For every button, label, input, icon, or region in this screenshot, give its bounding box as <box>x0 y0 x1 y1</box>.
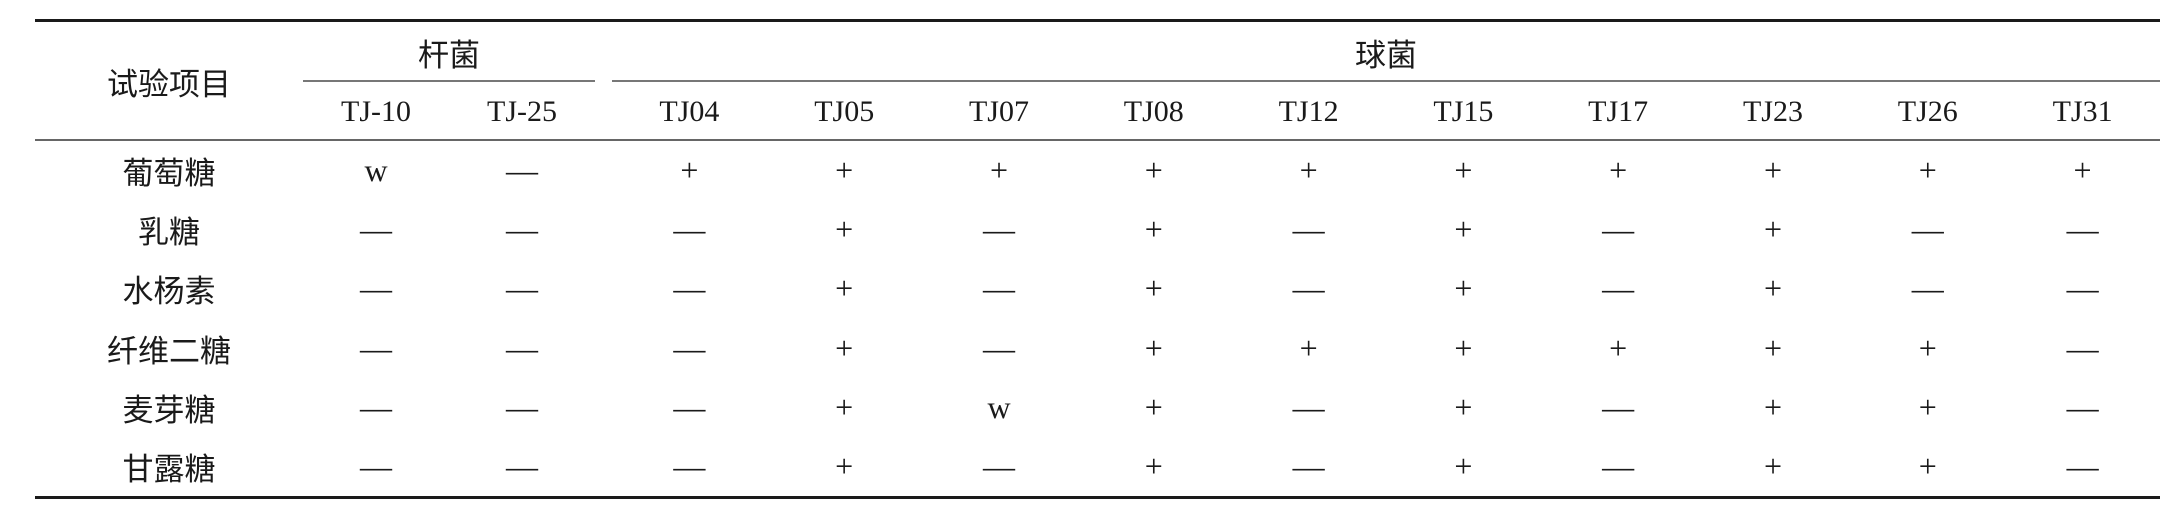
table-cell: + <box>2073 152 2092 189</box>
strain-header: TJ12 <box>1278 94 1339 128</box>
group-header-rod-bacteria: 杆菌 <box>303 22 595 82</box>
table-cell: + <box>1763 270 1782 307</box>
table-cell: — <box>506 329 538 366</box>
table-cell: — <box>673 448 706 485</box>
table-cell: — <box>673 270 706 307</box>
table-cell: — <box>506 211 538 248</box>
strain-header: TJ-10 <box>341 94 411 128</box>
table-cell: — <box>360 329 392 366</box>
table-cell: — <box>506 152 538 189</box>
table-cell: + <box>1454 152 1473 189</box>
table-cell: — <box>1602 211 1635 248</box>
table-cell: + <box>1454 211 1473 248</box>
table-cell: + <box>1763 329 1782 366</box>
table-cell: + <box>1454 388 1473 425</box>
table-cell: — <box>982 270 1015 307</box>
table-cell: + <box>1454 329 1473 366</box>
strain-header: TJ17 <box>1588 94 1649 128</box>
table-cell: + <box>1454 270 1473 307</box>
data-table: 试验项目 杆菌 球菌 TJ-10 TJ-25 TJ04 TJ05 TJ07 TJ08 TJ1… <box>35 19 2160 500</box>
strain-header: TJ08 <box>1123 94 1184 128</box>
table-cell: — <box>1292 388 1325 425</box>
strain-header: TJ23 <box>1742 94 1803 128</box>
table-cell: + <box>835 448 854 485</box>
table-cell: + <box>1144 329 1163 366</box>
table-cell: + <box>1454 448 1473 485</box>
table-cell: — <box>673 388 706 425</box>
table-cell: — <box>2066 211 2099 248</box>
table-cell: — <box>360 270 392 307</box>
row-item-label: 乳糖 <box>138 215 200 251</box>
table-cell: + <box>1609 152 1628 189</box>
table-cell: + <box>1609 329 1628 366</box>
table-cell: + <box>835 388 854 425</box>
table-cell: — <box>982 329 1015 366</box>
table-cell: + <box>835 270 854 307</box>
strain-header: TJ05 <box>814 94 875 128</box>
row-item-label: 葡萄糖 <box>122 156 216 192</box>
table-cell: w <box>364 152 388 189</box>
table-cell: — <box>1292 211 1325 248</box>
table-cell: + <box>1144 211 1163 248</box>
row-item-label: 水杨素 <box>122 274 216 310</box>
table-cell: — <box>2066 329 2099 366</box>
table-cell: + <box>1763 388 1782 425</box>
strain-header: TJ07 <box>968 94 1029 128</box>
strain-header: TJ04 <box>659 94 720 128</box>
table-cell: — <box>506 448 538 485</box>
table-cell: + <box>1763 211 1782 248</box>
table-cell: + <box>1763 448 1782 485</box>
strain-header: TJ26 <box>1897 94 1958 128</box>
table-cell: + <box>1918 388 1937 425</box>
table-cell: + <box>989 152 1009 189</box>
table-cell: — <box>360 388 392 425</box>
table-cell: + <box>1763 152 1782 189</box>
table-cell: — <box>2066 270 2099 307</box>
strain-header: TJ31 <box>2052 94 2113 128</box>
table-cell: + <box>1144 388 1163 425</box>
strain-header: TJ15 <box>1433 94 1494 128</box>
table-cell: — <box>1292 448 1325 485</box>
item-column-header: 试验项目 <box>107 67 231 102</box>
table-cell: — <box>673 329 706 366</box>
table-cell: + <box>1918 329 1937 366</box>
table-cell: — <box>506 270 538 307</box>
table-cell: w <box>987 388 1011 425</box>
table-cell: + <box>835 211 854 248</box>
table-cell: + <box>1299 152 1318 189</box>
table-cell: + <box>1299 329 1318 366</box>
strain-header: TJ-25 <box>487 94 557 128</box>
table-cell: — <box>982 448 1015 485</box>
table-cell: — <box>982 211 1015 248</box>
table-cell: — <box>360 448 392 485</box>
table-cell: — <box>2066 448 2099 485</box>
table-cell: — <box>506 388 538 425</box>
table-cell: + <box>1918 448 1937 485</box>
row-item-label: 纤维二糖 <box>107 333 231 369</box>
table-cell: + <box>835 152 854 189</box>
table-cell: + <box>835 329 854 366</box>
table-cell: + <box>680 152 699 189</box>
row-item-label: 甘露糖 <box>122 452 216 488</box>
table-cell: + <box>1918 152 1937 189</box>
table-cell: — <box>1602 270 1635 307</box>
table-cell: — <box>1292 270 1325 307</box>
table-cell: — <box>1911 211 1944 248</box>
table-cell: + <box>1144 448 1163 485</box>
table-cell: — <box>1911 270 1944 307</box>
table-cell: — <box>1602 388 1635 425</box>
table-cell: — <box>673 211 706 248</box>
table-cell: + <box>1144 152 1163 189</box>
table-cell: — <box>1602 448 1635 485</box>
table-cell: — <box>2066 388 2099 425</box>
table-cell: + <box>1144 270 1163 307</box>
table-cell: — <box>360 211 392 248</box>
group-header-cocci: 球菌 <box>612 22 2160 82</box>
row-item-label: 麦芽糖 <box>122 392 216 428</box>
